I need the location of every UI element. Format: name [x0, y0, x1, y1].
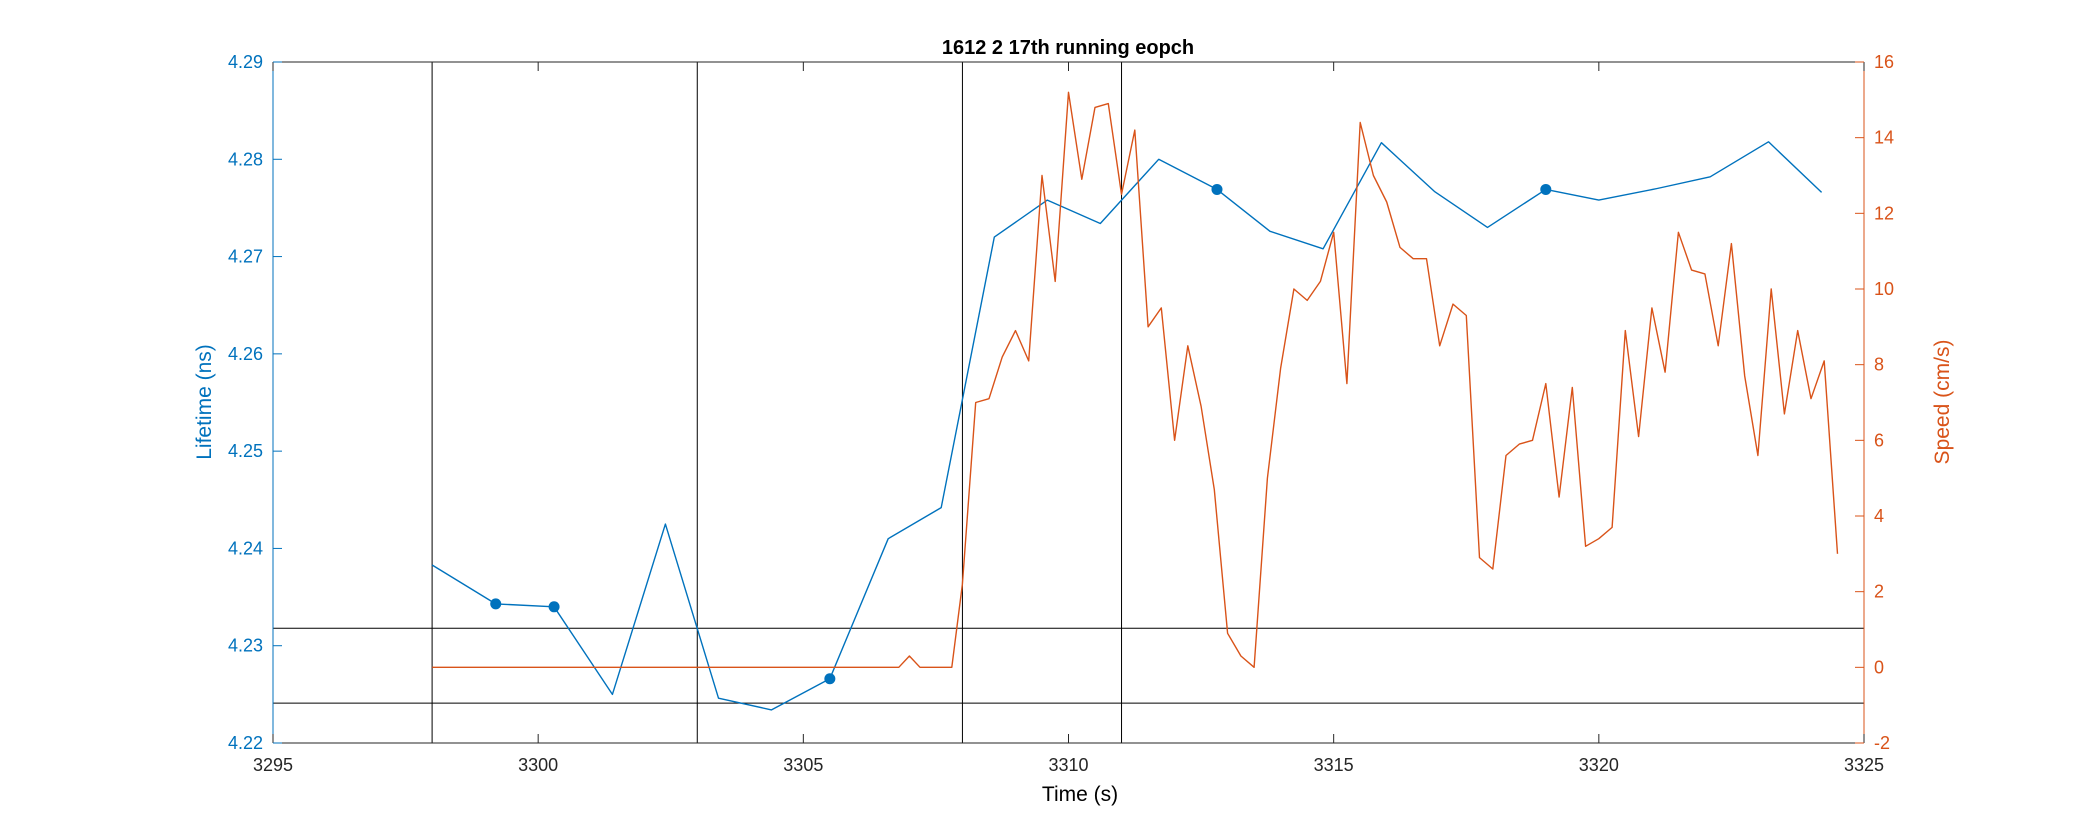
x-tick-label: 3295 — [253, 755, 293, 775]
lifetime-marker-point — [548, 601, 560, 613]
x-tick-label: 3300 — [518, 755, 558, 775]
y-right-tick-label: 10 — [1874, 279, 1894, 299]
x-tick-label: 3310 — [1048, 755, 1088, 775]
x-tick-label: 3305 — [783, 755, 823, 775]
y-right-tick-label: 16 — [1874, 52, 1894, 72]
axes-layer: 3295 3300 3305 3310 3315 3320 3325 4.22 4.23 4.24… — [228, 52, 1894, 775]
lifetime-marker-point — [1211, 183, 1223, 195]
y-left-tick-label: 4.22 — [228, 733, 263, 753]
y-left-tick-label: 4.29 — [228, 52, 263, 72]
y-right-tick-label: 14 — [1874, 128, 1894, 148]
x-tick-label: 3325 — [1844, 755, 1884, 775]
y-right-tick-label: 4 — [1874, 506, 1884, 526]
x-tick-label: 3315 — [1314, 755, 1354, 775]
y-left-tick-label: 4.23 — [228, 636, 263, 656]
lifetime-marker-point — [1540, 183, 1552, 195]
speed-series-line — [432, 91, 1839, 668]
y-left-tick-label: 4.27 — [228, 247, 263, 267]
y-right-tick-label: 12 — [1874, 203, 1894, 223]
y-right-tick-label: -2 — [1874, 733, 1890, 753]
y-axis-right-label: Speed (cm/s) — [1931, 340, 1954, 465]
series-layer — [431, 91, 1839, 711]
chart-title: 1612 2 17th running eopch — [942, 37, 1194, 59]
y-right-tick-label: 2 — [1874, 582, 1884, 602]
lifetime-series-line — [431, 141, 1823, 711]
x-axis-label: Time (s) — [1042, 783, 1118, 806]
y-left-tick-label: 4.28 — [228, 149, 263, 169]
lifetime-marker-point — [824, 673, 836, 685]
lifetime-marker-point — [490, 598, 502, 610]
plot-background — [273, 62, 1864, 743]
y-right-tick-label: 8 — [1874, 355, 1884, 375]
y-axis-left-label: Lifetime (ns) — [193, 344, 216, 460]
y-right-tick-label: 0 — [1874, 657, 1884, 677]
y-left-tick-label: 4.25 — [228, 441, 263, 461]
y-left-tick-label: 4.24 — [228, 538, 263, 558]
y-right-tick-label: 6 — [1874, 430, 1884, 450]
x-tick-label: 3320 — [1579, 755, 1619, 775]
y-left-tick-label: 4.26 — [228, 344, 263, 364]
